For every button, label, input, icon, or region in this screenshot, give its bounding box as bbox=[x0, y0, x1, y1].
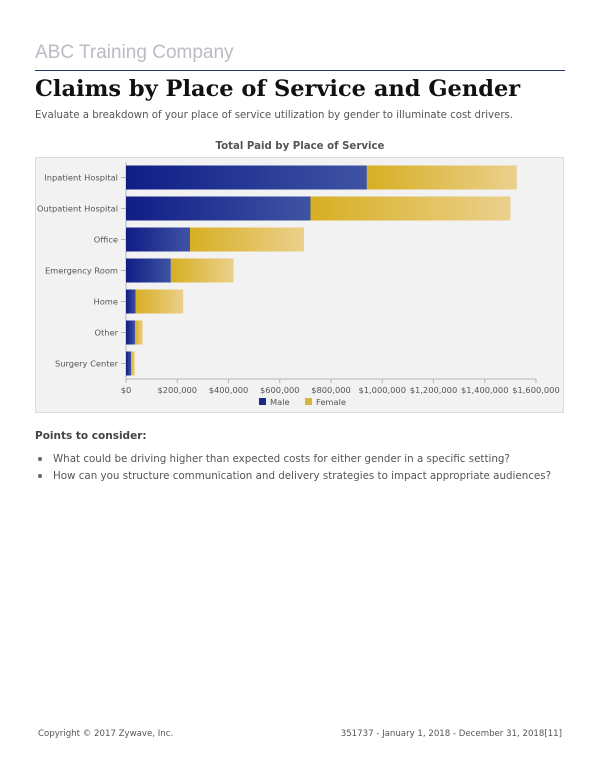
category-label: Emergency Room bbox=[45, 266, 118, 276]
legend-swatch-female bbox=[305, 398, 312, 405]
category-label: Outpatient Hospital bbox=[37, 204, 118, 214]
bar-female bbox=[310, 196, 511, 221]
category-label: Office bbox=[94, 235, 118, 245]
bar-male bbox=[126, 320, 135, 345]
x-tick-label: $800,000 bbox=[311, 385, 351, 395]
bar-female bbox=[131, 351, 135, 376]
legend-label-male: Male bbox=[270, 397, 290, 407]
x-tick-label: $400,000 bbox=[209, 385, 249, 395]
bar-female bbox=[190, 227, 305, 252]
legend-label-female: Female bbox=[316, 397, 346, 407]
bar-male bbox=[126, 351, 132, 376]
category-label: Surgery Center bbox=[55, 359, 119, 369]
x-tick-label: $1,200,000 bbox=[410, 385, 458, 395]
company-name: ABC Training Company bbox=[35, 42, 234, 63]
bar-female bbox=[170, 258, 234, 283]
points-list: What could be driving higher than expect… bbox=[35, 452, 551, 486]
page-title: Claims by Place of Service and Gender bbox=[35, 76, 521, 102]
bar-female bbox=[366, 165, 517, 190]
x-tick-label: $1,400,000 bbox=[461, 385, 509, 395]
bar-female bbox=[134, 320, 143, 345]
bar-male bbox=[126, 165, 367, 190]
x-tick-label: $600,000 bbox=[260, 385, 300, 395]
footer-copyright: Copyright © 2017 Zywave, Inc. bbox=[38, 729, 174, 739]
stacked-bar-chart: Inpatient Hospital Outpatient Hospital Off… bbox=[37, 162, 560, 407]
bar-female bbox=[135, 289, 184, 314]
point-item: How can you structure communication and … bbox=[35, 469, 551, 486]
legend-swatch-male bbox=[259, 398, 266, 405]
footer-report-info: 351737 - January 1, 2018 - December 31, … bbox=[340, 729, 562, 739]
point-item: What could be driving higher than expect… bbox=[35, 452, 551, 469]
points-heading: Points to consider: bbox=[35, 430, 147, 442]
x-tick-label: $0 bbox=[121, 385, 132, 395]
bar-male bbox=[126, 196, 311, 221]
x-tick-label: $1,600,000 bbox=[512, 385, 560, 395]
category-label: Home bbox=[93, 297, 118, 307]
category-label: Other bbox=[94, 328, 118, 338]
bar-male bbox=[126, 227, 191, 252]
chart-title: Total Paid by Place of Service bbox=[215, 141, 385, 152]
header-divider bbox=[35, 70, 565, 71]
x-tick-label: $1,000,000 bbox=[358, 385, 406, 395]
x-tick-label: $200,000 bbox=[157, 385, 197, 395]
bar-male bbox=[126, 289, 136, 314]
page-subtitle: Evaluate a breakdown of your place of se… bbox=[35, 110, 514, 121]
category-label: Inpatient Hospital bbox=[44, 173, 118, 183]
bar-male bbox=[126, 258, 171, 283]
